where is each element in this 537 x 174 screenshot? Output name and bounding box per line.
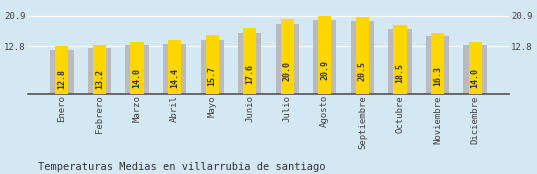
Bar bbox=[88, 48, 111, 94]
Bar bbox=[356, 17, 369, 94]
Text: 16.3: 16.3 bbox=[433, 66, 442, 86]
Text: 17.6: 17.6 bbox=[245, 64, 254, 84]
Bar bbox=[206, 35, 219, 94]
Text: 20.5: 20.5 bbox=[358, 61, 367, 81]
Bar bbox=[275, 24, 299, 94]
Text: 20.9: 20.9 bbox=[321, 60, 329, 80]
Bar bbox=[426, 36, 449, 94]
Text: 13.2: 13.2 bbox=[95, 69, 104, 89]
Bar bbox=[130, 42, 143, 94]
Text: 14.4: 14.4 bbox=[170, 68, 179, 88]
Bar bbox=[463, 45, 487, 94]
Bar bbox=[318, 16, 331, 94]
Text: 18.5: 18.5 bbox=[395, 63, 404, 83]
Bar bbox=[388, 29, 411, 94]
Text: 20.0: 20.0 bbox=[283, 61, 292, 81]
Text: 14.0: 14.0 bbox=[133, 68, 142, 88]
Bar bbox=[163, 44, 186, 94]
Bar bbox=[200, 40, 224, 94]
Bar bbox=[468, 42, 482, 94]
Bar bbox=[50, 50, 74, 94]
Bar bbox=[394, 25, 407, 94]
Bar bbox=[55, 46, 69, 94]
Bar bbox=[431, 33, 444, 94]
Bar bbox=[238, 33, 262, 94]
Bar bbox=[281, 19, 294, 94]
Text: 12.8: 12.8 bbox=[57, 69, 67, 89]
Bar bbox=[313, 20, 337, 94]
Bar bbox=[351, 21, 374, 94]
Bar bbox=[93, 45, 106, 94]
Bar bbox=[126, 45, 149, 94]
Text: Temperaturas Medias en villarrubia de santiago: Temperaturas Medias en villarrubia de sa… bbox=[38, 162, 325, 172]
Text: 14.0: 14.0 bbox=[470, 68, 480, 88]
Bar bbox=[243, 28, 256, 94]
Text: 15.7: 15.7 bbox=[208, 66, 216, 86]
Bar bbox=[168, 40, 181, 94]
